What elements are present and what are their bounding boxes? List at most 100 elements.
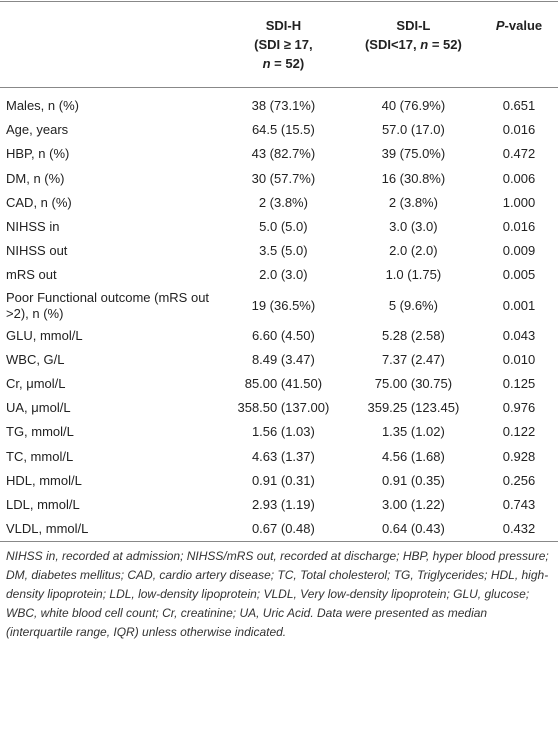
- cell: 0.91 (0.35): [381, 472, 445, 488]
- row-label: NIHSS out: [6, 243, 68, 259]
- cell: 0.122: [502, 424, 536, 440]
- table-row: HBP, n (%) 43 (82.7%) 39 (75.0%) 0.472: [0, 142, 558, 166]
- cell: 6.60 (4.50): [251, 327, 315, 343]
- header-text: -value: [504, 18, 543, 33]
- table-row: HDL, mmol/L 0.91 (0.31) 0.91 (0.35) 0.256: [0, 469, 558, 493]
- cell: 4.56 (1.68): [381, 448, 445, 464]
- header-cell: P-value: [480, 2, 558, 88]
- cell: 2 (3.8%): [388, 194, 438, 210]
- data-table: SDI-H (SDI ≥ 17, n = 52) SDI-L (SDI<17, …: [0, 1, 558, 542]
- cell: 39 (75.0%): [381, 146, 446, 162]
- cell: 75.00 (30.75): [374, 375, 453, 391]
- cell: 2 (3.8%): [258, 194, 308, 210]
- table-header: SDI-H (SDI ≥ 17, n = 52) SDI-L (SDI<17, …: [0, 1, 558, 88]
- row-label: Cr, μmol/L: [6, 375, 66, 391]
- table-row: Cr, μmol/L 85.00 (41.50) 75.00 (30.75) 0.12…: [0, 372, 558, 396]
- cell: 0.001: [502, 297, 536, 313]
- cell: 7.37 (2.47): [381, 351, 445, 367]
- cell: 0.016: [502, 219, 536, 235]
- row-label: TC, mmol/L: [6, 448, 74, 464]
- cell: 0.91 (0.31): [251, 472, 315, 488]
- cell: 1.000: [502, 194, 536, 210]
- header-row: SDI-H (SDI ≥ 17, n = 52) SDI-L (SDI<17, …: [0, 1, 558, 88]
- cell: 57.0 (17.0): [381, 122, 445, 138]
- cell: 0.976: [502, 400, 536, 416]
- row-label: HDL, mmol/L: [6, 472, 82, 488]
- table-row: LDL, mmol/L 2.93 (1.19) 3.00 (1.22) 0.743: [0, 493, 558, 517]
- cell: 8.49 (3.47): [251, 351, 315, 367]
- cell: 3.0 (3.0): [389, 219, 438, 235]
- row-label: Poor Functional outcome (mRS out >2), n …: [6, 289, 210, 321]
- cell: 1.35 (1.02): [381, 424, 445, 440]
- cell: 0.67 (0.48): [251, 521, 315, 537]
- cell: 5 (9.6%): [388, 297, 438, 313]
- cell: 0.472: [502, 146, 536, 162]
- table-row: NIHSS in 5.0 (5.0) 3.0 (3.0) 0.016: [0, 215, 558, 239]
- cell: 3.00 (1.22): [381, 496, 445, 512]
- header-text: n: [420, 37, 429, 52]
- table-row: mRS out 2.0 (3.0) 1.0 (1.75) 0.005: [0, 263, 558, 287]
- cell: 0.016: [502, 122, 536, 138]
- cell: 16 (30.8%): [381, 170, 446, 186]
- row-label: Males, n (%): [6, 98, 79, 114]
- cell: 5.0 (5.0): [259, 219, 308, 235]
- table-row: NIHSS out 3.5 (5.0) 2.0 (2.0) 0.009: [0, 239, 558, 263]
- table-body: Males, n (%) 38 (73.1%) 40 (76.9%) 0.651 Age…: [0, 88, 558, 542]
- header-text: = 52): [428, 37, 462, 52]
- header-text: n: [262, 56, 271, 71]
- cell: 1.0 (1.75): [385, 267, 442, 283]
- cell: 2.0 (3.0): [259, 267, 308, 283]
- table-row: UA, μmol/L 358.50 (137.00) 359.25 (123.45)…: [0, 396, 558, 420]
- row-label: NIHSS in: [6, 219, 60, 235]
- cell: 0.006: [502, 170, 536, 186]
- cell: 0.928: [502, 448, 536, 464]
- cell: 0.009: [502, 243, 536, 259]
- row-label: DM, n (%): [6, 170, 65, 186]
- table-row: CAD, n (%) 2 (3.8%) 2 (3.8%) 1.000: [0, 191, 558, 215]
- cell: 2.0 (2.0): [389, 243, 438, 259]
- cell: 19 (36.5%): [251, 297, 316, 313]
- row-label: VLDL, mmol/L: [6, 521, 89, 537]
- cell: 43 (82.7%): [251, 146, 316, 162]
- header-text: (SDI ≥ 17,: [254, 37, 313, 52]
- row-label: LDL, mmol/L: [6, 496, 80, 512]
- cell: 0.256: [502, 472, 536, 488]
- row-label: GLU, mmol/L: [6, 327, 83, 343]
- row-label: CAD, n (%): [6, 194, 72, 210]
- table-row: TG, mmol/L 1.56 (1.03) 1.35 (1.02) 0.122: [0, 420, 558, 444]
- footnote: NIHSS in, recorded at admission; NIHSS/m…: [6, 549, 549, 640]
- table-row: Age, years 64.5 (15.5) 57.0 (17.0) 0.016: [0, 118, 558, 142]
- table-row: DM, n (%) 30 (57.7%) 16 (30.8%) 0.006: [0, 167, 558, 191]
- table-row: WBC, G/L 8.49 (3.47) 7.37 (2.47) 0.010: [0, 348, 558, 372]
- cell: 0.432: [502, 521, 536, 537]
- cell: 0.010: [502, 351, 536, 367]
- table-row: TC, mmol/L 4.63 (1.37) 4.56 (1.68) 0.928: [0, 444, 558, 468]
- row-label: UA, μmol/L: [6, 400, 71, 416]
- table-row: Males, n (%) 38 (73.1%) 40 (76.9%) 0.651: [0, 88, 558, 119]
- cell: 4.63 (1.37): [251, 448, 315, 464]
- row-label: HBP, n (%): [6, 146, 70, 162]
- cell: 359.25 (123.45): [367, 400, 460, 416]
- row-label: mRS out: [6, 267, 57, 283]
- table-row: GLU, mmol/L 6.60 (4.50) 5.28 (2.58) 0.043: [0, 324, 558, 348]
- cell: 3.5 (5.0): [259, 243, 308, 259]
- cell: 1.56 (1.03): [251, 424, 315, 440]
- cell: 0.005: [502, 267, 536, 283]
- cell: 40 (76.9%): [381, 98, 446, 114]
- header-cell: SDI-H (SDI ≥ 17, n = 52): [220, 2, 347, 88]
- cell: 64.5 (15.5): [251, 122, 315, 138]
- cell: 85.00 (41.50): [244, 375, 323, 391]
- row-label: WBC, G/L: [6, 351, 65, 367]
- header-text: = 52): [270, 56, 305, 71]
- cell: 358.50 (137.00): [237, 400, 330, 416]
- table-row: VLDL, mmol/L 0.67 (0.48) 0.64 (0.43) 0.432: [0, 517, 558, 542]
- cell: 0.743: [502, 496, 536, 512]
- cell: 2.93 (1.19): [251, 496, 315, 512]
- header-cell: SDI-L (SDI<17, n = 52): [347, 2, 480, 88]
- cell: 0.125: [502, 375, 536, 391]
- row-label: Age, years: [6, 122, 69, 138]
- header-empty: [0, 2, 220, 88]
- cell: 0.043: [502, 327, 536, 343]
- cell: 38 (73.1%): [251, 98, 316, 114]
